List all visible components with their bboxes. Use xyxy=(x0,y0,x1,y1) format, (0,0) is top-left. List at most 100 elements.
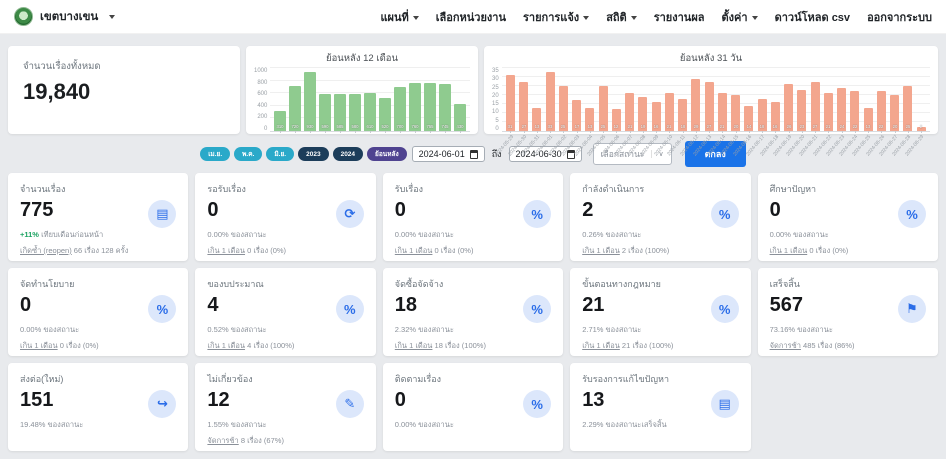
calendar-icon[interactable] xyxy=(469,149,478,159)
bar: 27 xyxy=(704,82,714,131)
bar: 2 xyxy=(916,124,926,131)
stat-link-anchor[interactable]: เกิดซ้ำ (reopen) xyxy=(20,246,72,255)
nav-item[interactable]: เลือกหน่วยงาน xyxy=(435,11,506,24)
bar-value-label: 33 xyxy=(547,124,553,130)
bar-value-label: 580 xyxy=(351,124,359,130)
x-tick xyxy=(355,131,357,133)
nav-item[interactable]: แผนที่ xyxy=(380,8,419,26)
stat-link-anchor[interactable]: เกิน 1 เดือน xyxy=(769,246,808,255)
bar-group: 755 xyxy=(424,68,437,133)
filter-pill[interactable]: พ.ค. xyxy=(234,147,263,161)
stat-card-title: ของบประมาณ xyxy=(207,279,264,289)
nav-item[interactable]: รายงานผล xyxy=(653,11,705,24)
calendar-icon[interactable] xyxy=(566,149,575,159)
bar-value-label: 13 xyxy=(865,124,871,130)
stat-link-anchor[interactable]: เกิน 1 เดือน xyxy=(207,246,246,255)
stat-card-value: 13 xyxy=(582,389,605,411)
bar: 31 xyxy=(505,75,515,131)
org-selector[interactable]: เขตบางเขน xyxy=(14,7,116,26)
bar: 585 xyxy=(334,94,347,131)
x-tick xyxy=(709,131,711,133)
filter-pill[interactable]: ย้อนหลัง xyxy=(367,147,407,161)
y-tick-label: 1000 xyxy=(254,68,268,74)
refresh-icon: ⟳ xyxy=(335,200,364,228)
bar-value-label: 27 xyxy=(706,124,712,130)
filter-pill[interactable]: 2024 xyxy=(332,147,364,161)
filter-pill[interactable]: มิ.ย. xyxy=(266,147,295,161)
x-tick xyxy=(894,131,896,133)
bar-group: 430 xyxy=(454,68,467,133)
nav-item[interactable]: ดาวน์โหลด csv xyxy=(774,11,851,24)
stat-card-title: เสร็จสิ้น xyxy=(769,279,800,289)
org-logo-icon xyxy=(14,7,33,26)
stat-link-anchor[interactable]: จัดการช้า xyxy=(769,341,801,350)
chevron-down-icon xyxy=(751,15,758,20)
stat-link-anchor[interactable]: เกิน 1 เดือน xyxy=(582,341,620,350)
bar-series: 31 2024-05-29 27 2024-05-30 13 2024-05-31 33 20… xyxy=(494,68,928,157)
x-tick xyxy=(589,131,591,133)
stat-card: จัดทำนโยบาย 0% 0.00% ของสถานะ เกิน 1 เดือน … xyxy=(8,268,189,356)
submit-button[interactable]: ตกลง xyxy=(684,141,746,167)
stat-link: เกิดซ้ำ (reopen) 66 เรื่อง 128 ครั้ง xyxy=(20,246,129,255)
date-to-value: 2024-06-30 xyxy=(515,149,562,159)
org-name: เขตบางเขน xyxy=(40,10,99,23)
x-tick xyxy=(828,131,830,133)
x-tick xyxy=(669,131,671,133)
stat-card-title: ขั้นตอนทางกฎหมาย xyxy=(582,279,661,289)
stat-card: ขั้นตอนทางกฎหมาย 21% 2.71% ของสถานะ เกิน 1 … xyxy=(570,268,751,356)
stat-card: ส่งต่อ(ใหม่) 151 ↪ 19.48% ของสถานะ xyxy=(8,363,189,451)
stat-card-title: ติดตามเรื่อง xyxy=(394,374,442,384)
stat-link-anchor[interactable]: จัดการช้า xyxy=(207,436,239,445)
stat-link-anchor[interactable]: เกิน 1 เดือน xyxy=(207,341,246,350)
nav-item[interactable]: สถิติ xyxy=(606,8,637,26)
date-to-input[interactable]: 2024-06-30 xyxy=(508,146,582,162)
stat-card: กำลังดำเนินการ 2% 0.26% ของสถานะ เกิน 1 เดื… xyxy=(570,173,751,261)
stat-card-value: 0 xyxy=(20,294,32,316)
chart-31-days-title: ย้อนหลัง 31 วัน xyxy=(679,53,743,64)
stat-link-anchor[interactable]: เกิน 1 เดือน xyxy=(394,246,433,255)
nav-item[interactable]: ออกจากระบบ xyxy=(867,11,932,24)
nav-item[interactable]: รายการแจ้ง xyxy=(523,8,590,26)
report-icon: ▤ xyxy=(148,200,177,228)
nav-item[interactable]: ตั้งค่า xyxy=(722,8,758,26)
chart-31-days: ย้อนหลัง 31 วัน 35 30 25 20 15 10 5 0 31 2024-05… xyxy=(484,46,938,157)
y-tick-label: 200 xyxy=(257,114,268,121)
stat-card-value: 0 xyxy=(769,199,781,221)
status-select[interactable]: เลือกสถานะ ∨ xyxy=(592,143,672,165)
bar-group: 25 2024-06-05 xyxy=(587,68,608,157)
stat-card: รับรองการแก้ไขปัญหา 13 ▤ 2.29% ของสถานะเสร็… xyxy=(570,363,751,451)
gridline xyxy=(270,79,470,81)
gridline xyxy=(501,121,930,122)
bar-value-label: 21 xyxy=(825,124,831,130)
stat-link-anchor[interactable]: เกิน 1 เดือน xyxy=(394,341,433,350)
plot-area: 31 2024-05-29 27 2024-05-30 13 2024-05-31 33 20… xyxy=(494,67,930,157)
stat-link: เกิน 1 เดือน 21 เรื่อง (100%) xyxy=(582,341,674,350)
bar: 24 xyxy=(837,87,847,131)
bar: 13 xyxy=(585,107,595,131)
bar-group: 29 2024-06-12 xyxy=(679,68,700,157)
x-tick xyxy=(325,131,327,133)
stat-card-value: 4 xyxy=(207,294,219,316)
bar: 21 xyxy=(664,93,674,131)
bar-group: 2 2024-06-29 xyxy=(905,68,926,157)
x-tick xyxy=(815,131,817,133)
bar-group: 21 2024-06-14 xyxy=(706,68,727,157)
bar-group: 14 2024-06-16 xyxy=(732,68,753,157)
stat-card-title: รอรับเรื่อง xyxy=(207,184,246,194)
date-from-input[interactable]: 2024-06-01 xyxy=(411,146,485,162)
x-tick xyxy=(868,131,870,133)
x-tick xyxy=(385,131,387,133)
x-tick xyxy=(370,131,372,133)
filter-pill[interactable]: เม.ย. xyxy=(200,147,231,161)
stat-link-anchor[interactable]: เกิน 1 เดือน xyxy=(20,341,58,350)
stat-card: ของบประมาณ 4% 0.52% ของสถานะ เกิน 1 เดือน 4… xyxy=(195,268,376,356)
bar-group: 930 xyxy=(303,68,316,133)
stat-card: จำนวนเรื่อง 775 ▤ +11% เทียบเดือนก่อนหน้า เก… xyxy=(8,173,189,261)
x-tick xyxy=(656,131,658,133)
bar: 12 xyxy=(611,109,621,131)
stat-link-anchor[interactable]: เกิน 1 เดือน xyxy=(582,246,620,255)
bar-group: 720 xyxy=(288,68,301,133)
filter-pill[interactable]: 2023 xyxy=(298,147,329,161)
stat-link: เกิน 1 เดือน 0 เรื่อง (0%) xyxy=(20,341,99,350)
gridline xyxy=(270,67,470,68)
